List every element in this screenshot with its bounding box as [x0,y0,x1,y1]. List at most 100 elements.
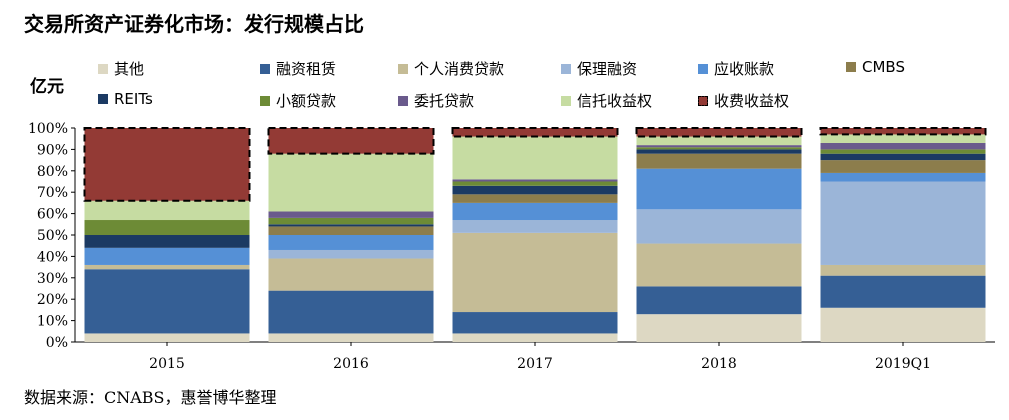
bar-segment [820,149,986,154]
legend-item: 收费收益权 [698,90,789,111]
legend-swatch [260,63,270,74]
legend-label: 个人消费贷款 [414,60,505,78]
unit-label: 亿元 [30,77,64,97]
legend-item: 保理融资 [561,58,637,79]
legend-item: 个人消费贷款 [398,58,504,79]
legend-swatch [561,63,571,74]
x-tick-label: 2018 [701,356,737,372]
bar-segment [820,181,986,265]
bar-segment [268,153,434,212]
legend-item: 小额贷款 [260,90,336,111]
bar-segment [820,264,986,276]
bar-segment [268,235,434,250]
legend-item: 委托贷款 [398,90,474,111]
bar-segment [636,168,802,210]
bar-segment [451,127,619,138]
legend-swatch [98,94,108,104]
bar-segment [636,209,802,244]
legend-label: 小额贷款 [276,92,337,110]
legend-swatch [398,95,408,106]
bar-segment [636,147,802,150]
bar-segment [83,127,251,202]
legend-label: 保理融资 [577,60,638,78]
legend-label: 收费收益权 [714,92,790,110]
legend-item: 信托收益权 [561,90,652,111]
bar-segment [820,275,986,308]
bar-segment [452,202,618,221]
legend-label: 融资租赁 [276,60,337,78]
bar-segment [268,333,434,342]
bar-segment [84,220,250,235]
bar-segment [452,312,618,334]
legend-swatch [260,95,270,106]
legend-label: REITs [114,90,153,108]
x-tick-label: 2015 [149,356,185,372]
bar-segment [268,211,434,218]
bar-segment [84,264,250,270]
bar-segment [636,153,802,169]
chart-title: 交易所资产证券化市场：发行规模占比 [24,12,364,36]
bar-segment [268,249,434,259]
legend-item: 应收账款 [698,58,774,79]
y-tick-label: 80% [37,164,68,180]
legend-label: 其他 [114,60,145,78]
y-tick-label: 40% [37,249,68,265]
bar-segment [635,127,803,138]
legend-swatch [846,62,856,72]
bar-segment [84,269,250,334]
bar-segment [452,181,618,186]
bar-segment [636,145,802,148]
bar-segment [268,224,434,227]
bar-segment [268,226,434,235]
bar-segment [452,220,618,233]
legend-label: CMBS [862,58,905,76]
bar-segment [268,258,434,291]
bar-segment [819,127,987,136]
x-tick-label: 2017 [517,356,553,372]
legend-swatch [561,95,571,106]
x-tick-label: 2016 [333,356,369,372]
legend-swatch [698,95,708,106]
legend-swatch [98,63,108,74]
y-tick-label: 90% [37,142,68,158]
bar-segment [820,172,986,182]
bar-segment [636,314,802,342]
x-tick-label: 2019Q1 [875,356,931,372]
bar-segment [452,179,618,182]
y-tick-label: 30% [37,271,68,287]
y-tick-label: 100% [28,121,68,137]
legend-item: CMBS [846,58,905,76]
legend-swatch [398,63,408,74]
bar-segment [452,185,618,195]
legend-item: 融资租赁 [260,58,336,79]
legend-label: 信托收益权 [577,92,653,110]
y-tick-label: 0% [46,335,68,351]
legend-swatch [698,63,708,74]
bar-segment [820,153,986,161]
bar-segment [636,136,802,146]
bar-segment [268,217,434,225]
legend-item: 其他 [98,58,144,79]
source-note: 数据来源：CNABS，惠誉博华整理 [24,388,277,407]
y-tick-label: 20% [37,292,68,308]
y-tick-label: 10% [37,314,68,330]
y-tick-label: 70% [37,185,68,201]
bar-segment [452,232,618,313]
legend-label: 应收账款 [714,60,775,78]
legend-label: 委托贷款 [414,92,475,110]
bar-segment [636,243,802,287]
bar-segment [84,333,250,342]
y-tick-label: 50% [37,228,68,244]
bar-segment [820,134,986,143]
bar-segment [267,127,435,155]
bar-segment [84,235,250,248]
bar-segment [452,333,618,342]
bar-segment [636,149,802,154]
legend-item: REITs [98,90,153,108]
bar-segment [820,142,986,150]
bar-segment [636,286,802,315]
bar-segment [452,194,618,203]
bar-segment [84,247,250,265]
bar-segment [452,136,618,180]
